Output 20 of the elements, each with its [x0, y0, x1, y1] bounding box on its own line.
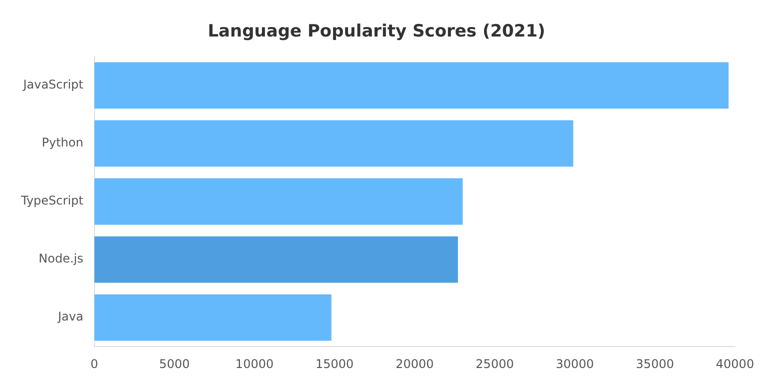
y-tick-label: TypeScript [20, 194, 84, 208]
bar [94, 294, 332, 341]
y-tick-label: JavaScript [22, 78, 84, 92]
x-tick-label: 30000 [556, 356, 594, 371]
x-tick-label: 20000 [396, 356, 434, 371]
y-tick-label: Python [42, 136, 84, 150]
x-tick-label: 0 [90, 356, 98, 371]
bar [94, 62, 729, 109]
x-tick-label: 35000 [636, 356, 674, 371]
x-tick-label: 15000 [316, 356, 354, 371]
chart-title: Language Popularity Scores (2021) [208, 22, 546, 42]
x-tick-label: 25000 [476, 356, 514, 371]
y-tick-label: Node.js [38, 252, 84, 266]
bar [94, 236, 458, 283]
x-tick-label: 5000 [159, 356, 190, 371]
bar [94, 178, 463, 225]
bar [94, 120, 574, 167]
y-tick-label: Java [57, 310, 84, 324]
x-tick-label: 40000 [716, 356, 754, 371]
x-tick-label: 10000 [235, 356, 274, 371]
